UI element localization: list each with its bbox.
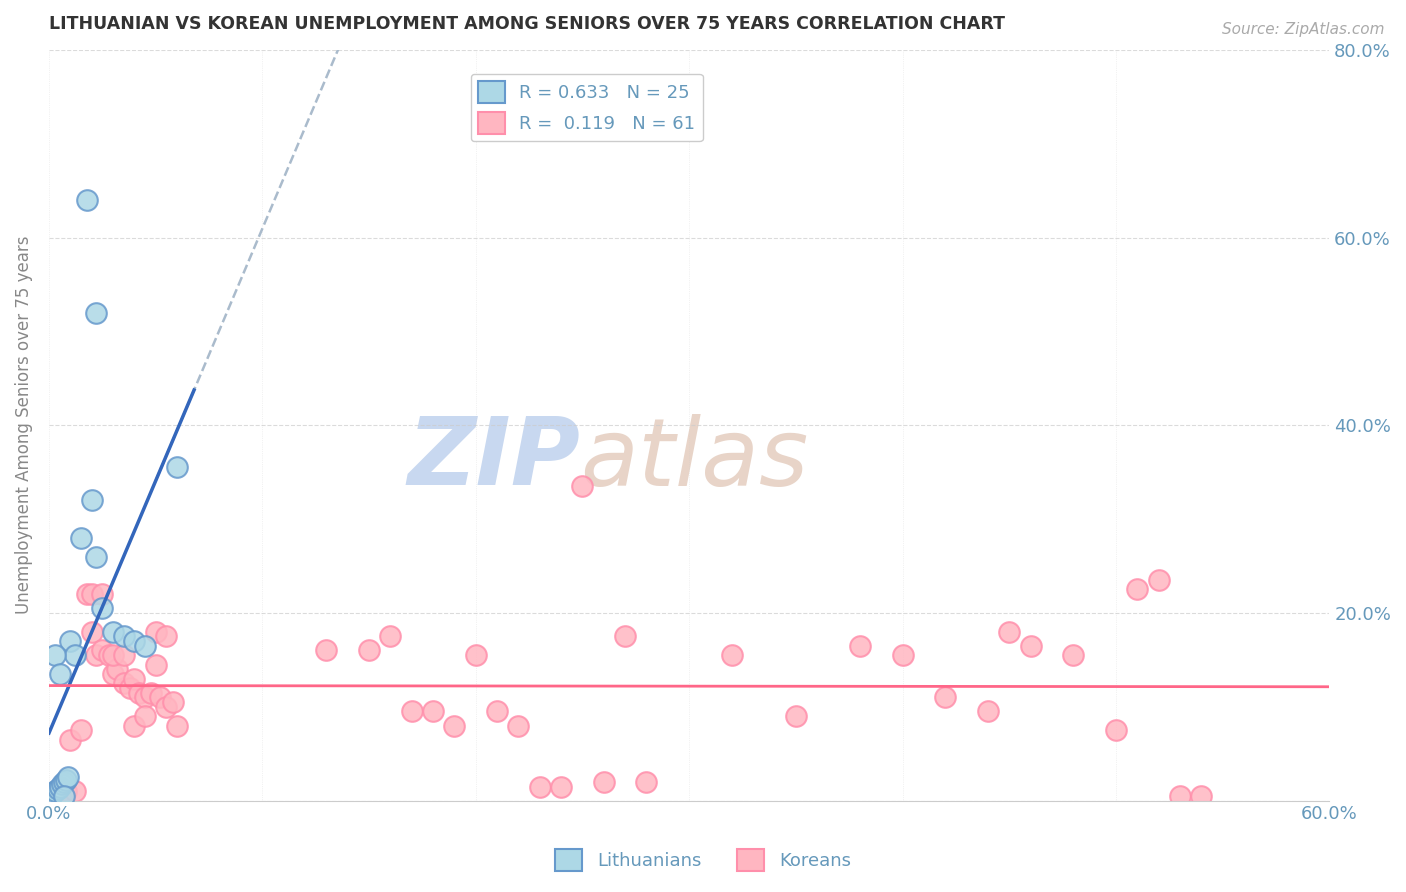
Point: [315, 643, 337, 657]
Point: [134, 709, 156, 723]
Point: [977, 705, 1000, 719]
Point: [80, 587, 103, 601]
Legend: Lithuanians, Koreans: Lithuanians, Koreans: [548, 842, 858, 879]
Point: [934, 690, 956, 705]
Point: [124, 634, 146, 648]
Point: [720, 648, 742, 662]
Point: [592, 775, 614, 789]
Point: [46, 782, 69, 797]
Point: [101, 624, 124, 639]
Legend: R = 0.633   N = 25, R =  0.119   N = 61: R = 0.633 N = 25, R = 0.119 N = 61: [471, 74, 703, 142]
Point: [149, 690, 172, 705]
Point: [162, 695, 184, 709]
Point: [124, 672, 146, 686]
Point: [145, 624, 167, 639]
Point: [63, 648, 86, 662]
Point: [155, 629, 177, 643]
Point: [1189, 789, 1212, 803]
Point: [91, 587, 114, 601]
Point: [357, 643, 380, 657]
Point: [97, 648, 120, 662]
Point: [48, 780, 70, 794]
Point: [101, 667, 124, 681]
Point: [55, 784, 77, 798]
Point: [105, 662, 128, 676]
Point: [134, 639, 156, 653]
Point: [464, 648, 486, 662]
Point: [59, 634, 82, 648]
Point: [56, 770, 79, 784]
Point: [70, 723, 93, 738]
Point: [84, 549, 107, 564]
Point: [1062, 648, 1084, 662]
Point: [614, 629, 637, 643]
Point: [380, 629, 402, 643]
Point: [155, 699, 177, 714]
Point: [112, 648, 135, 662]
Point: [70, 531, 93, 545]
Point: [112, 676, 135, 690]
Point: [134, 690, 156, 705]
Point: [1168, 789, 1191, 803]
Point: [101, 648, 124, 662]
Point: [998, 624, 1021, 639]
Point: [91, 643, 114, 657]
Point: [59, 732, 82, 747]
Point: [141, 686, 163, 700]
Point: [84, 648, 107, 662]
Point: [91, 601, 114, 615]
Point: [52, 775, 75, 789]
Point: [550, 780, 572, 794]
Text: LITHUANIAN VS KOREAN UNEMPLOYMENT AMONG SENIORS OVER 75 YEARS CORRELATION CHART: LITHUANIAN VS KOREAN UNEMPLOYMENT AMONG …: [49, 15, 1005, 33]
Point: [571, 479, 593, 493]
Point: [166, 718, 188, 732]
Point: [124, 718, 146, 732]
Point: [891, 648, 914, 662]
Point: [44, 784, 66, 798]
Point: [849, 639, 872, 653]
Point: [128, 686, 150, 700]
Point: [63, 784, 86, 798]
Point: [112, 629, 135, 643]
Point: [76, 587, 98, 601]
Point: [636, 775, 658, 789]
Point: [145, 657, 167, 672]
Point: [76, 193, 98, 207]
Point: [55, 772, 77, 787]
Point: [486, 705, 509, 719]
Point: [39, 789, 62, 803]
Point: [401, 705, 423, 719]
Point: [42, 786, 65, 800]
Point: [529, 780, 551, 794]
Point: [48, 786, 70, 800]
Point: [443, 718, 465, 732]
Point: [1126, 582, 1149, 597]
Text: Source: ZipAtlas.com: Source: ZipAtlas.com: [1222, 22, 1385, 37]
Point: [1105, 723, 1128, 738]
Point: [422, 705, 444, 719]
Point: [51, 777, 73, 791]
Point: [1147, 573, 1170, 587]
Point: [80, 624, 103, 639]
Point: [84, 305, 107, 319]
Point: [785, 709, 807, 723]
Point: [508, 718, 530, 732]
Point: [166, 460, 188, 475]
Y-axis label: Unemployment Among Seniors over 75 years: Unemployment Among Seniors over 75 years: [15, 236, 32, 615]
Point: [1019, 639, 1042, 653]
Point: [48, 667, 70, 681]
Point: [44, 648, 66, 662]
Text: ZIP: ZIP: [408, 413, 581, 505]
Point: [80, 493, 103, 508]
Point: [120, 681, 142, 695]
Point: [52, 789, 75, 803]
Text: atlas: atlas: [581, 414, 808, 505]
